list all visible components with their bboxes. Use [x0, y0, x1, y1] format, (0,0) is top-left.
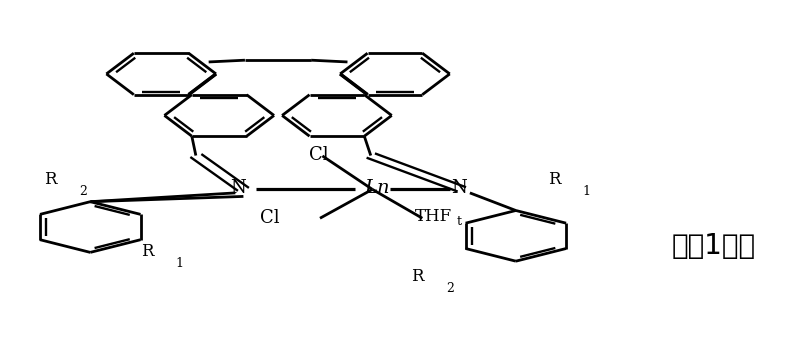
- Text: R: R: [411, 268, 424, 285]
- Text: 1: 1: [583, 185, 591, 198]
- Text: THF: THF: [415, 208, 452, 225]
- Text: N: N: [451, 179, 467, 197]
- Text: Ln: Ln: [364, 179, 390, 197]
- Text: 1: 1: [176, 257, 184, 270]
- Text: Cl: Cl: [309, 146, 328, 164]
- Text: R: R: [548, 171, 561, 188]
- Text: 2: 2: [79, 185, 87, 198]
- Text: t: t: [457, 215, 462, 228]
- Text: 2: 2: [446, 282, 454, 295]
- Text: R: R: [141, 243, 154, 260]
- Text: 式（1），: 式（1），: [671, 232, 755, 260]
- Text: Cl: Cl: [260, 209, 280, 227]
- Text: N: N: [230, 179, 246, 197]
- Text: R: R: [44, 171, 57, 188]
